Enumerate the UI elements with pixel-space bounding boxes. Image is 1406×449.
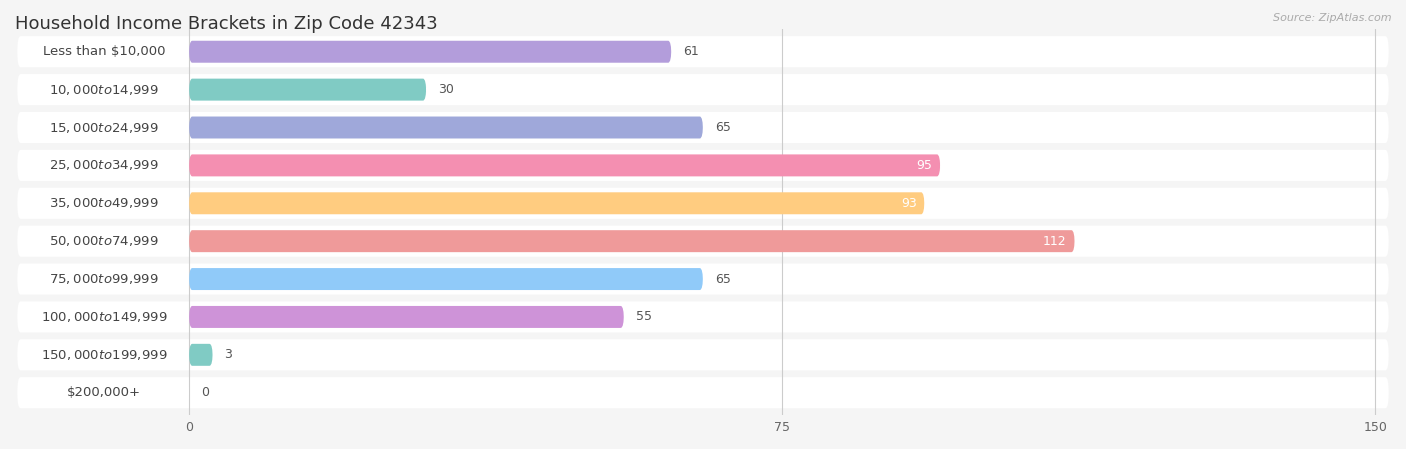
FancyBboxPatch shape bbox=[188, 192, 924, 214]
FancyBboxPatch shape bbox=[188, 117, 703, 138]
Text: 93: 93 bbox=[901, 197, 917, 210]
FancyBboxPatch shape bbox=[188, 154, 941, 176]
FancyBboxPatch shape bbox=[188, 344, 212, 366]
FancyBboxPatch shape bbox=[17, 301, 1389, 332]
FancyBboxPatch shape bbox=[18, 192, 188, 214]
FancyBboxPatch shape bbox=[17, 74, 1389, 105]
FancyBboxPatch shape bbox=[17, 188, 1389, 219]
FancyBboxPatch shape bbox=[18, 79, 188, 101]
FancyBboxPatch shape bbox=[188, 41, 672, 63]
FancyBboxPatch shape bbox=[188, 306, 624, 328]
Text: 65: 65 bbox=[714, 121, 731, 134]
FancyBboxPatch shape bbox=[18, 154, 188, 176]
Text: 95: 95 bbox=[917, 159, 932, 172]
FancyBboxPatch shape bbox=[188, 79, 426, 101]
FancyBboxPatch shape bbox=[17, 36, 1389, 67]
FancyBboxPatch shape bbox=[18, 344, 188, 366]
Text: $75,000 to $99,999: $75,000 to $99,999 bbox=[49, 272, 159, 286]
Text: Less than $10,000: Less than $10,000 bbox=[42, 45, 166, 58]
FancyBboxPatch shape bbox=[188, 230, 1074, 252]
Text: 112: 112 bbox=[1043, 235, 1067, 248]
Text: 65: 65 bbox=[714, 273, 731, 286]
FancyBboxPatch shape bbox=[17, 377, 1389, 408]
Text: $150,000 to $199,999: $150,000 to $199,999 bbox=[41, 348, 167, 362]
Text: 3: 3 bbox=[225, 348, 232, 361]
FancyBboxPatch shape bbox=[18, 382, 188, 404]
Text: $15,000 to $24,999: $15,000 to $24,999 bbox=[49, 120, 159, 135]
FancyBboxPatch shape bbox=[17, 150, 1389, 181]
Text: $50,000 to $74,999: $50,000 to $74,999 bbox=[49, 234, 159, 248]
FancyBboxPatch shape bbox=[17, 226, 1389, 257]
Text: $25,000 to $34,999: $25,000 to $34,999 bbox=[49, 158, 159, 172]
Text: 55: 55 bbox=[636, 310, 652, 323]
FancyBboxPatch shape bbox=[18, 230, 188, 252]
FancyBboxPatch shape bbox=[18, 117, 188, 138]
Text: Household Income Brackets in Zip Code 42343: Household Income Brackets in Zip Code 42… bbox=[15, 15, 437, 33]
Text: Source: ZipAtlas.com: Source: ZipAtlas.com bbox=[1274, 13, 1392, 23]
FancyBboxPatch shape bbox=[17, 339, 1389, 370]
FancyBboxPatch shape bbox=[18, 268, 188, 290]
Text: $100,000 to $149,999: $100,000 to $149,999 bbox=[41, 310, 167, 324]
Text: 0: 0 bbox=[201, 386, 209, 399]
FancyBboxPatch shape bbox=[17, 112, 1389, 143]
Text: 61: 61 bbox=[683, 45, 699, 58]
Text: 30: 30 bbox=[439, 83, 454, 96]
FancyBboxPatch shape bbox=[188, 268, 703, 290]
Text: $10,000 to $14,999: $10,000 to $14,999 bbox=[49, 83, 159, 97]
FancyBboxPatch shape bbox=[18, 306, 188, 328]
FancyBboxPatch shape bbox=[17, 264, 1389, 295]
FancyBboxPatch shape bbox=[18, 41, 188, 63]
Text: $200,000+: $200,000+ bbox=[67, 386, 141, 399]
Text: $35,000 to $49,999: $35,000 to $49,999 bbox=[49, 196, 159, 210]
